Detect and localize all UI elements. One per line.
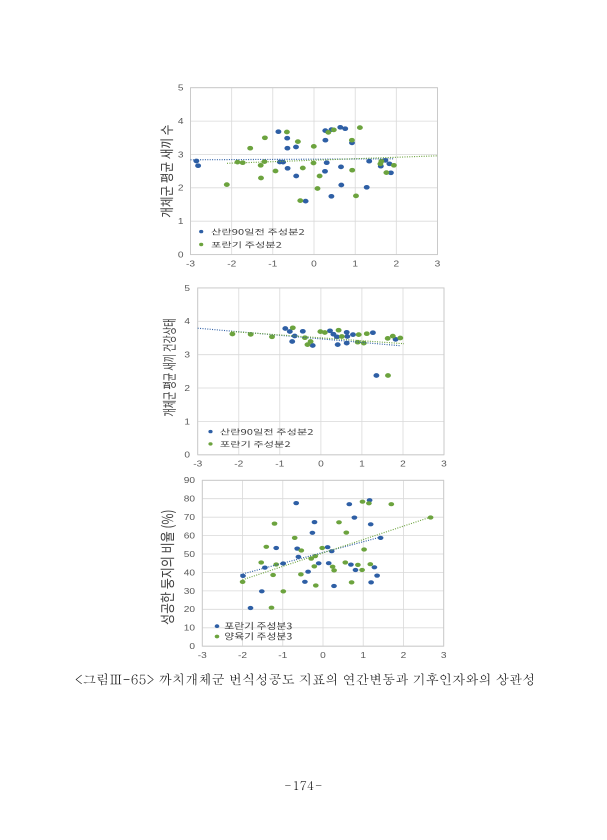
svg-text:50: 50 [184,550,195,559]
svg-text:1: 1 [352,260,358,269]
svg-text:3: 3 [441,651,447,660]
svg-text:2: 2 [178,184,184,193]
svg-text:-1: -1 [278,651,287,660]
svg-text:-1: -1 [275,460,284,469]
svg-text:-2: -2 [227,260,236,269]
svg-text:5: 5 [178,84,184,93]
svg-text:40: 40 [184,569,195,578]
svg-text:3: 3 [435,260,441,269]
svg-text:0: 0 [184,451,190,460]
svg-text:-3: -3 [193,460,202,469]
svg-text:0: 0 [318,460,324,469]
svg-text:0: 0 [320,651,326,660]
svg-text:-3: -3 [186,260,195,269]
svg-text:5: 5 [184,284,190,293]
svg-text:80: 80 [184,495,195,504]
svg-text:0: 0 [189,642,195,651]
svg-text:2: 2 [401,651,407,660]
svg-text:1: 1 [359,460,365,469]
svg-text:2: 2 [184,384,190,393]
svg-text:90: 90 [184,476,195,485]
svg-text:3: 3 [441,460,447,469]
svg-text:-3: -3 [198,651,207,660]
svg-text:-2: -2 [238,651,247,660]
svg-text:1: 1 [360,651,366,660]
svg-text:20: 20 [184,605,195,614]
svg-text:0: 0 [311,260,317,269]
svg-text:1: 1 [178,217,184,226]
svg-text:-2: -2 [234,460,243,469]
svg-text:70: 70 [184,513,195,522]
svg-text:4: 4 [184,317,190,326]
svg-text:3: 3 [178,151,184,160]
svg-text:2: 2 [393,260,399,269]
svg-text:10: 10 [184,624,195,633]
svg-text:4: 4 [178,117,184,126]
svg-text:1: 1 [184,417,190,426]
svg-text:0: 0 [178,251,184,260]
svg-text:60: 60 [184,532,195,541]
svg-text:2: 2 [400,460,406,469]
svg-text:30: 30 [184,587,195,596]
svg-text:-1: -1 [268,260,277,269]
svg-text:3: 3 [184,351,190,360]
